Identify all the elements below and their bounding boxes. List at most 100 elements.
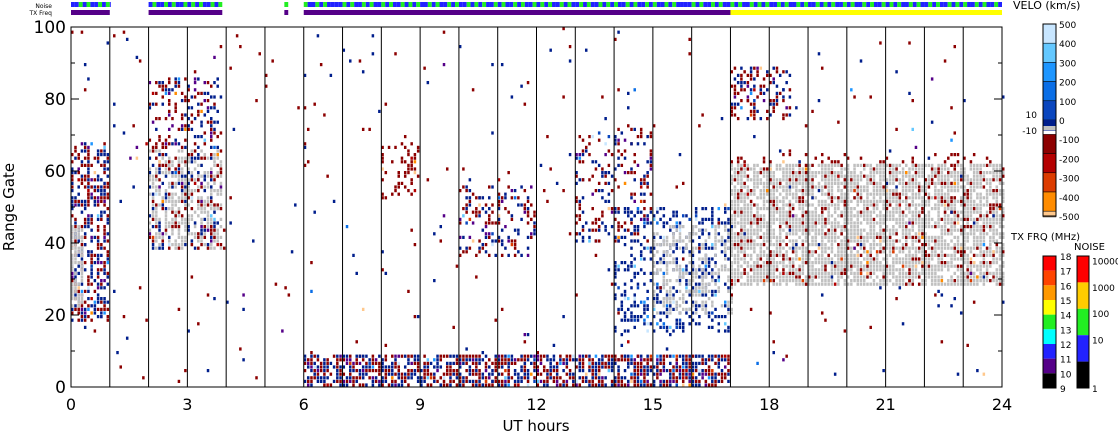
data-cell xyxy=(203,156,207,160)
data-cell xyxy=(856,174,860,178)
data-cell xyxy=(727,286,730,290)
data-cell xyxy=(416,149,420,153)
data-cell xyxy=(959,243,963,247)
data-cell xyxy=(688,307,691,311)
data-cell xyxy=(381,383,384,387)
data-cell xyxy=(74,307,77,311)
data-cell xyxy=(966,253,969,257)
data-cell xyxy=(158,243,161,247)
data-cell xyxy=(77,235,80,239)
data-cell xyxy=(614,361,617,365)
data-cell xyxy=(714,372,717,376)
data-cell xyxy=(795,181,798,185)
data-cell xyxy=(947,246,950,250)
data-cell xyxy=(859,221,863,225)
data-cell xyxy=(678,297,682,301)
data-cell xyxy=(798,264,801,268)
data-cell xyxy=(788,261,792,265)
data-cell xyxy=(795,232,798,236)
data-cell xyxy=(759,271,763,275)
data-cell xyxy=(71,207,74,211)
data-cell xyxy=(791,243,795,247)
data-cell xyxy=(90,264,93,268)
data-cell xyxy=(701,282,704,286)
data-cell xyxy=(743,243,746,247)
data-cell xyxy=(93,304,97,308)
data-cell xyxy=(572,383,575,387)
data-cell xyxy=(762,282,766,286)
data-cell xyxy=(594,228,598,232)
noise-strip-segment xyxy=(811,2,816,7)
data-cell xyxy=(691,311,695,315)
data-cell xyxy=(481,207,485,211)
data-cell xyxy=(691,246,695,250)
data-cell xyxy=(782,214,785,218)
data-cell xyxy=(397,376,400,380)
data-cell xyxy=(723,239,727,243)
noise-strip-segment xyxy=(765,2,770,7)
data-cell xyxy=(358,372,362,376)
data-cell xyxy=(213,221,216,225)
data-cell xyxy=(972,210,976,214)
data-cell xyxy=(675,239,679,243)
data-cell xyxy=(814,217,818,221)
data-cell xyxy=(462,379,465,383)
data-cell xyxy=(808,257,811,261)
data-cell xyxy=(193,181,197,185)
data-cell xyxy=(675,221,679,225)
data-cell xyxy=(950,282,953,286)
data-cell xyxy=(701,304,704,308)
data-cell xyxy=(924,275,927,279)
data-cell xyxy=(562,361,565,365)
data-cell xyxy=(801,271,805,275)
data-cell xyxy=(484,379,488,383)
data-cell xyxy=(74,261,77,265)
data-cell xyxy=(681,365,685,369)
data-cell xyxy=(465,189,468,193)
data-cell xyxy=(387,372,391,376)
data-cell xyxy=(87,171,90,175)
data-cell xyxy=(478,361,481,365)
noise-strip-segment xyxy=(385,2,390,7)
noise-strip-segment xyxy=(621,2,626,7)
data-cell xyxy=(174,217,177,221)
data-cell xyxy=(746,235,750,239)
data-cell xyxy=(584,379,588,383)
data-cell xyxy=(633,127,636,131)
data-cell xyxy=(203,153,207,157)
data-cell xyxy=(701,217,704,221)
data-cell xyxy=(901,275,905,279)
data-cell xyxy=(733,225,737,229)
data-cell xyxy=(736,163,740,167)
data-cell xyxy=(943,185,947,189)
data-cell xyxy=(879,196,882,200)
data-cell xyxy=(74,286,77,290)
data-cell xyxy=(840,171,843,175)
data-cell xyxy=(804,235,808,239)
data-cell xyxy=(788,189,792,193)
data-cell xyxy=(187,192,190,196)
data-cell xyxy=(882,271,885,275)
data-cell xyxy=(753,246,756,250)
data-cell xyxy=(753,275,756,279)
data-cell xyxy=(856,163,860,167)
data-cell xyxy=(193,160,197,164)
data-cell xyxy=(701,376,704,380)
data-cell xyxy=(862,250,866,254)
data-cell xyxy=(727,289,730,293)
data-cell xyxy=(96,271,100,275)
data-cell xyxy=(872,268,876,272)
data-cell xyxy=(80,250,84,254)
data-cell xyxy=(930,225,934,229)
data-cell xyxy=(187,167,190,171)
data-cell xyxy=(177,228,181,232)
data-cell xyxy=(568,358,572,362)
data-cell xyxy=(623,228,627,232)
data-cell xyxy=(206,203,210,207)
data-cell xyxy=(824,271,827,275)
data-cell xyxy=(875,203,879,207)
data-cell xyxy=(846,214,850,218)
data-cell xyxy=(630,315,633,319)
data-cell xyxy=(820,225,824,229)
data-cell xyxy=(895,199,898,203)
